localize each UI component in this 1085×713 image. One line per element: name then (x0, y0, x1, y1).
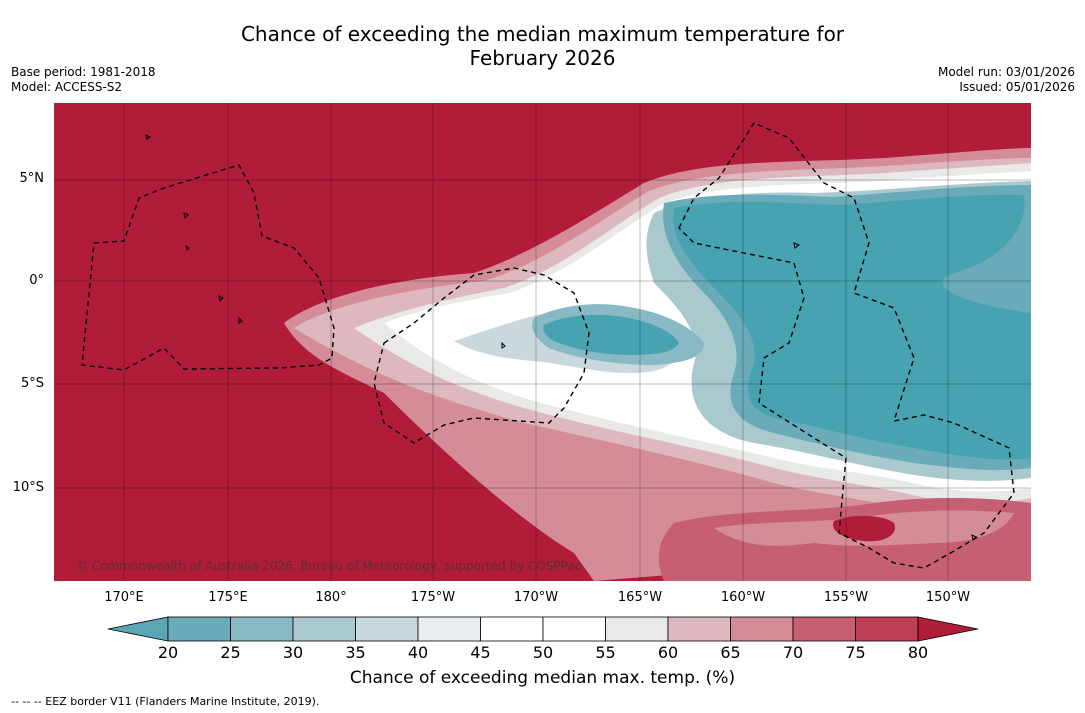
probability-band-20-west (543, 314, 679, 355)
colorbar-tick-20: 20 (157, 643, 179, 662)
lon-label-175w: 175°W (410, 590, 456, 605)
island (183, 212, 189, 220)
colorbar-swatch-30 (292, 616, 356, 642)
colorbar-tick-35: 35 (345, 643, 366, 662)
lon-label-170e: 170°E (104, 590, 144, 605)
eez-border-east (678, 122, 1015, 569)
eez-legend-footnote: -- -- -- EEZ border V11 (Flanders Marine… (11, 695, 320, 708)
island (501, 341, 506, 349)
graticule (54, 103, 1031, 581)
probability-band-20 (673, 194, 1031, 460)
colorbar-swatch-45 (480, 616, 544, 642)
island (793, 242, 801, 249)
colorbar-swatch-60 (667, 616, 731, 642)
eez-border-central (373, 267, 590, 444)
colorbar-tick-60: 60 (657, 643, 679, 662)
base-period: Base period: 1981-2018 (11, 65, 156, 79)
island (971, 534, 977, 542)
model-run-date: Model run: 03/01/2026 (937, 65, 1075, 79)
lat-label-0: 0° (29, 273, 44, 288)
lon-label-180: 180° (315, 590, 347, 605)
colorbar-swatch-65 (730, 616, 794, 642)
colorbar-tick-40: 40 (407, 643, 429, 662)
islands (145, 134, 977, 542)
lon-label-160w: 160°W (720, 590, 766, 605)
probability-band-80-south (833, 515, 895, 542)
model-name: Model: ACCESS-S2 (11, 80, 123, 94)
island (185, 244, 190, 251)
colorbar-swatch-35 (355, 616, 419, 642)
colorbar-tick-45: 45 (470, 643, 491, 662)
colorbar-swatch-40 (417, 616, 481, 642)
colorbar-swatch-55 (605, 616, 669, 642)
colorbar-swatch-20 (167, 616, 231, 642)
lat-label-5s: 5°S (20, 376, 44, 391)
island (218, 295, 224, 303)
lon-label-165w: 165°W (617, 590, 663, 605)
colorbar-tick-75: 75 (845, 643, 866, 662)
colorbar-tick-80: 80 (907, 643, 929, 662)
colorbar-tick-65: 65 (720, 643, 741, 662)
colorbar-label: Chance of exceeding median max. temp. (%… (349, 668, 736, 688)
lon-label-155w: 155°W (823, 590, 869, 605)
colorbar-extend-low (108, 616, 169, 642)
lon-label-175e: 175°E (208, 590, 248, 605)
colorbar-tick-55: 55 (595, 643, 616, 662)
colorbar-tick-30: 30 (282, 643, 304, 662)
lon-label-150w: 150°W (925, 590, 971, 605)
island (238, 316, 243, 324)
forecast-map: © Commonwealth of Australia 2026, Bureau… (54, 103, 1031, 581)
colorbar-tick-50: 50 (532, 643, 554, 662)
lon-label-170w: 170°W (513, 590, 559, 605)
eez-borders (81, 122, 1015, 569)
island (145, 134, 151, 140)
colorbar-swatch-25 (230, 616, 294, 642)
chart-title-line2: February 2026 (469, 46, 616, 70)
eez-border-west (81, 164, 335, 371)
colorbar-swatch-70 (792, 616, 856, 642)
lat-label-5n: 5°N (19, 171, 45, 186)
colorbar (108, 616, 978, 642)
colorbar-swatch-75 (855, 616, 919, 642)
chart-title-line1: Chance of exceeding the median maximum t… (240, 22, 845, 46)
colorbar-tick-70: 70 (782, 643, 804, 662)
issued-date: Issued: 05/01/2026 (959, 80, 1075, 94)
colorbar-tick-25: 25 (220, 643, 241, 662)
map-field (54, 103, 1031, 581)
colorbar-swatch-50 (542, 616, 606, 642)
colorbar-extend-high (917, 616, 978, 642)
copyright-notice: © Commonwealth of Australia 2026, Bureau… (76, 559, 582, 573)
lat-label-10s: 10°S (12, 480, 44, 495)
